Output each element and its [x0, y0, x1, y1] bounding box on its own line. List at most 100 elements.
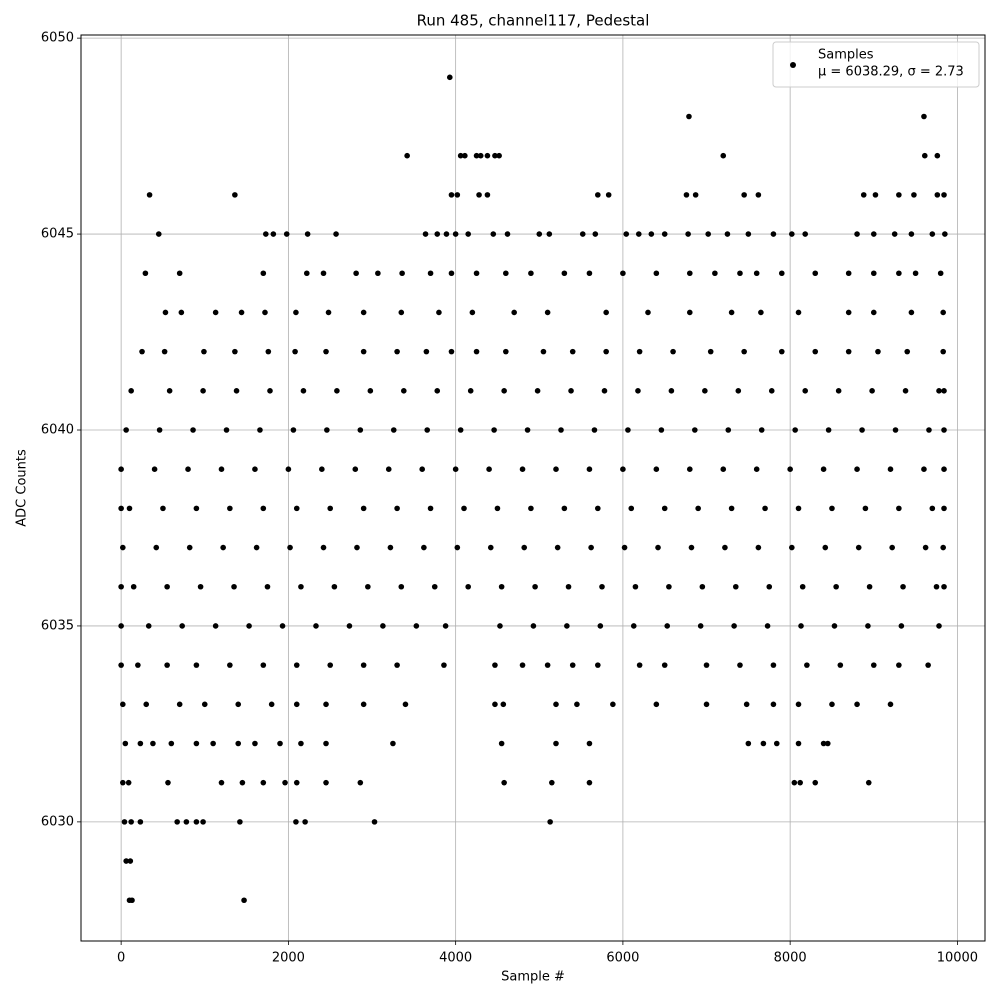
data-point: [896, 270, 902, 277]
data-point: [921, 113, 927, 120]
data-point: [153, 544, 160, 551]
data-point: [423, 348, 430, 355]
data-point: [143, 701, 150, 708]
data-point: [193, 662, 200, 668]
legend-stats: μ = 6038.29, σ = 2.73: [818, 65, 964, 80]
data-point: [697, 623, 704, 629]
data-point: [484, 192, 491, 198]
data-point: [334, 388, 340, 394]
data-point: [797, 779, 803, 786]
data-point: [685, 231, 691, 237]
data-point: [178, 309, 185, 316]
data-point: [457, 427, 464, 433]
data-point: [427, 270, 434, 277]
data-point: [390, 427, 397, 433]
data-point: [367, 388, 374, 394]
data-point: [778, 348, 785, 355]
data-point: [176, 270, 183, 277]
data-point: [887, 701, 894, 708]
data-point: [128, 388, 134, 394]
data-point: [586, 466, 593, 472]
data-point: [925, 662, 931, 668]
data-point: [491, 427, 497, 433]
data-point: [267, 388, 273, 394]
data-point: [655, 544, 661, 551]
data-point: [912, 270, 919, 277]
data-point: [387, 544, 394, 551]
data-point: [142, 270, 149, 277]
data-point: [496, 152, 502, 159]
data-point: [854, 231, 860, 237]
data-point: [728, 309, 735, 316]
data-point: [829, 701, 835, 708]
data-point: [325, 309, 332, 316]
data-point: [220, 544, 226, 551]
grid: [81, 35, 985, 941]
data-point: [421, 544, 427, 551]
data-point: [238, 309, 245, 316]
y-tick-label: 6035: [41, 618, 74, 633]
data-point: [896, 192, 902, 198]
data-point: [802, 231, 809, 237]
data-point: [547, 819, 553, 825]
data-point: [896, 505, 902, 512]
data-point: [360, 662, 367, 668]
data-point: [621, 544, 628, 551]
data-point: [139, 348, 145, 355]
data-point: [636, 348, 643, 355]
data-point: [161, 348, 168, 355]
data-point: [233, 388, 240, 394]
data-point: [603, 348, 609, 355]
y-tick-label: 6050: [41, 31, 74, 46]
data-point: [778, 270, 785, 277]
data-point: [712, 270, 718, 277]
data-point: [398, 309, 405, 316]
data-point: [929, 231, 936, 237]
data-point: [331, 583, 338, 590]
x-tick-label: 8000: [774, 951, 807, 966]
data-point: [737, 270, 743, 277]
data-point: [835, 388, 842, 394]
data-point: [707, 348, 714, 355]
data-point: [870, 270, 877, 277]
data-point: [610, 701, 616, 708]
data-point: [500, 701, 507, 708]
data-point: [831, 623, 838, 629]
data-point: [497, 623, 503, 629]
data-point: [683, 192, 690, 198]
data-point: [770, 701, 777, 708]
data-point: [227, 505, 233, 512]
data-point: [549, 779, 555, 786]
data-point: [375, 270, 381, 277]
data-point: [758, 427, 765, 433]
data-point: [530, 623, 537, 629]
data-point: [164, 583, 170, 590]
data-point: [120, 701, 126, 708]
data-point: [630, 623, 637, 629]
data-point: [789, 544, 795, 551]
data-point: [235, 740, 242, 747]
data-point: [380, 623, 386, 629]
data-point: [323, 740, 329, 747]
data-point: [889, 544, 895, 551]
data-point: [940, 309, 946, 316]
data-point: [300, 388, 307, 394]
data-point: [293, 505, 300, 512]
data-point: [390, 740, 396, 747]
data-point: [635, 231, 642, 237]
data-point: [492, 701, 498, 708]
data-point: [353, 270, 359, 277]
data-point: [156, 427, 163, 433]
data-point: [720, 152, 727, 159]
data-point: [263, 231, 269, 237]
data-point: [454, 192, 461, 198]
data-point: [168, 740, 175, 747]
data-point: [477, 152, 484, 159]
legend-box: [772, 41, 980, 88]
data-point: [210, 740, 216, 747]
data-point: [398, 583, 405, 590]
data-point: [457, 152, 464, 159]
data-point: [179, 623, 185, 629]
data-point: [653, 701, 660, 708]
data-point: [855, 544, 862, 551]
